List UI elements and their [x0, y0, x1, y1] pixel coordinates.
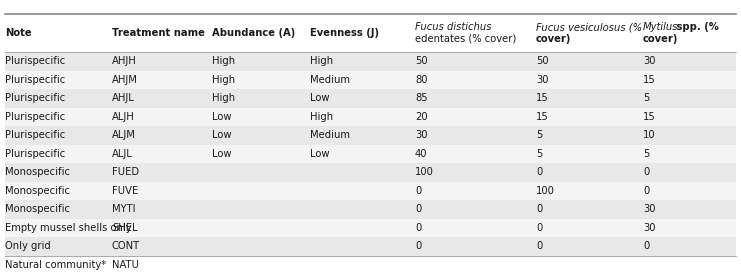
Text: 15: 15 [643, 112, 656, 122]
Text: Abundance (A): Abundance (A) [212, 28, 295, 38]
FancyBboxPatch shape [5, 163, 736, 181]
Text: 5: 5 [536, 130, 542, 140]
Text: FUVE: FUVE [112, 186, 139, 196]
FancyBboxPatch shape [5, 144, 736, 163]
Text: Treatment name: Treatment name [112, 28, 205, 38]
Text: 5: 5 [643, 93, 649, 103]
Text: 15: 15 [536, 112, 549, 122]
Text: 0: 0 [536, 204, 542, 214]
Text: Low: Low [310, 149, 330, 159]
Text: 30: 30 [536, 75, 548, 85]
Text: 0: 0 [415, 186, 421, 196]
FancyBboxPatch shape [5, 218, 736, 237]
Text: 5: 5 [536, 149, 542, 159]
Text: 5: 5 [643, 149, 649, 159]
Text: 0: 0 [536, 241, 542, 251]
FancyBboxPatch shape [5, 52, 736, 71]
Text: Plurispecific: Plurispecific [5, 75, 65, 85]
FancyBboxPatch shape [5, 181, 736, 200]
Text: ALJL: ALJL [112, 149, 133, 159]
Text: Low: Low [212, 149, 231, 159]
FancyBboxPatch shape [5, 108, 736, 126]
Text: High: High [212, 56, 235, 66]
Text: ALJM: ALJM [112, 130, 136, 140]
Text: 20: 20 [415, 112, 428, 122]
FancyBboxPatch shape [5, 237, 736, 255]
Text: 30: 30 [415, 130, 428, 140]
Text: Plurispecific: Plurispecific [5, 112, 65, 122]
Text: 15: 15 [643, 75, 656, 85]
Text: 0: 0 [643, 167, 649, 177]
FancyBboxPatch shape [5, 71, 736, 89]
FancyBboxPatch shape [5, 126, 736, 144]
Text: Plurispecific: Plurispecific [5, 130, 65, 140]
Text: cover): cover) [536, 34, 571, 43]
Text: 30: 30 [643, 223, 656, 233]
Text: Medium: Medium [310, 75, 350, 85]
Text: Low: Low [212, 130, 231, 140]
Text: CONT: CONT [112, 241, 140, 251]
Text: 100: 100 [536, 186, 555, 196]
Text: 30: 30 [643, 204, 656, 214]
Text: Monospecific: Monospecific [5, 167, 70, 177]
Text: Plurispecific: Plurispecific [5, 149, 65, 159]
Text: 0: 0 [536, 167, 542, 177]
Text: AHJM: AHJM [112, 75, 138, 85]
Text: 0: 0 [415, 204, 421, 214]
Text: Plurispecific: Plurispecific [5, 56, 65, 66]
Text: AHJH: AHJH [112, 56, 137, 66]
Text: 0: 0 [643, 186, 649, 196]
Text: Evenness (J): Evenness (J) [310, 28, 379, 38]
Text: Only grid: Only grid [5, 241, 50, 251]
Text: 10: 10 [643, 130, 656, 140]
Text: edentates (% cover): edentates (% cover) [415, 34, 516, 43]
Text: Monospecific: Monospecific [5, 186, 70, 196]
Text: Fucus distichus: Fucus distichus [415, 22, 491, 32]
Text: ALJH: ALJH [112, 112, 135, 122]
Text: High: High [212, 75, 235, 85]
Text: 15: 15 [536, 93, 549, 103]
Text: Empty mussel shells only: Empty mussel shells only [5, 223, 132, 233]
Text: spp. (%: spp. (% [673, 22, 719, 32]
Text: 50: 50 [536, 56, 548, 66]
Text: High: High [310, 112, 333, 122]
Text: Low: Low [212, 112, 231, 122]
Text: NATU: NATU [112, 260, 139, 270]
Text: SHEL: SHEL [112, 223, 138, 233]
Text: Note: Note [5, 28, 32, 38]
Text: High: High [310, 56, 333, 66]
Text: 100: 100 [415, 167, 434, 177]
Text: MYTI: MYTI [112, 204, 136, 214]
Text: Monospecific: Monospecific [5, 204, 70, 214]
Text: High: High [212, 93, 235, 103]
Text: 30: 30 [643, 56, 656, 66]
Text: 40: 40 [415, 149, 428, 159]
FancyBboxPatch shape [5, 89, 736, 108]
Text: 0: 0 [415, 223, 421, 233]
Text: 50: 50 [415, 56, 428, 66]
Text: FUED: FUED [112, 167, 139, 177]
Text: Low: Low [310, 93, 330, 103]
Text: 85: 85 [415, 93, 428, 103]
Text: cover): cover) [643, 34, 678, 43]
Text: Medium: Medium [310, 130, 350, 140]
Text: 0: 0 [415, 241, 421, 251]
Text: Plurispecific: Plurispecific [5, 93, 65, 103]
Text: 0: 0 [536, 223, 542, 233]
FancyBboxPatch shape [5, 200, 736, 218]
Text: 0: 0 [643, 241, 649, 251]
Text: 80: 80 [415, 75, 428, 85]
Text: Mytilus: Mytilus [643, 22, 679, 32]
Text: AHJL: AHJL [112, 93, 135, 103]
Text: Fucus vesiculosus (%: Fucus vesiculosus (% [536, 22, 642, 32]
Text: Natural community*: Natural community* [5, 260, 106, 270]
